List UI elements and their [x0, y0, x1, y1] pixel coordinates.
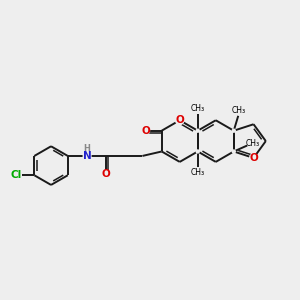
Text: O: O — [175, 115, 184, 125]
Text: O: O — [249, 153, 258, 163]
Circle shape — [250, 154, 257, 162]
Text: CH₃: CH₃ — [191, 168, 205, 177]
Circle shape — [84, 146, 90, 152]
Text: N: N — [83, 151, 92, 161]
Circle shape — [196, 129, 199, 132]
Text: Cl: Cl — [11, 170, 22, 180]
Text: CH₃: CH₃ — [191, 104, 205, 113]
Text: O: O — [141, 126, 150, 136]
Text: O: O — [101, 169, 110, 179]
Circle shape — [83, 152, 91, 160]
Text: CH₃: CH₃ — [246, 139, 260, 148]
Text: H: H — [84, 144, 91, 153]
Circle shape — [232, 150, 235, 153]
Circle shape — [102, 170, 110, 178]
Circle shape — [142, 127, 149, 134]
Circle shape — [196, 150, 199, 153]
Circle shape — [176, 116, 184, 124]
Text: CH₃: CH₃ — [232, 106, 246, 115]
Circle shape — [12, 170, 21, 180]
Circle shape — [232, 129, 235, 132]
